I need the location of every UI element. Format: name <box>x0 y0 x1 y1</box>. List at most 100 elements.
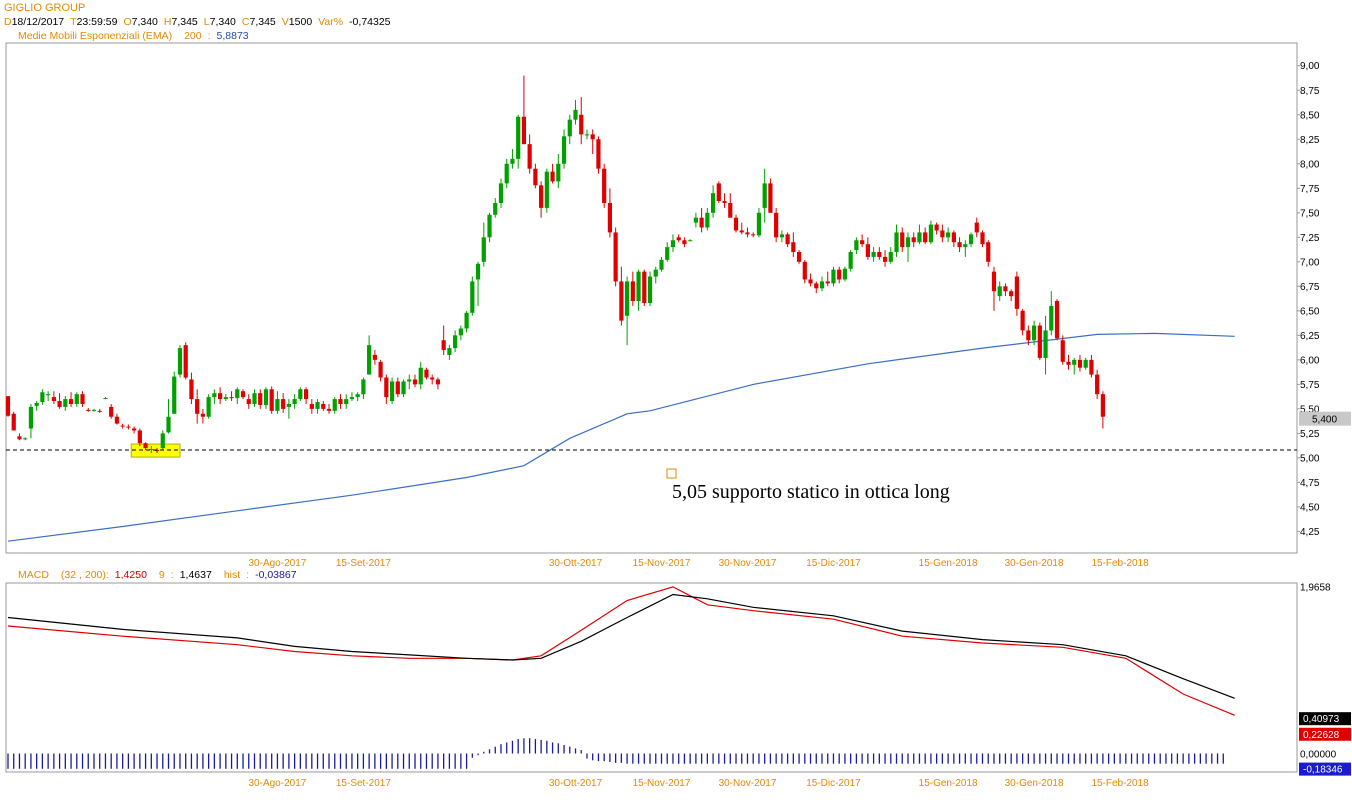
signal-line <box>7 593 1235 699</box>
candle-body <box>516 116 521 159</box>
chart-title: GIGLIO GROUP <box>4 2 85 15</box>
ohlc-readout: D18/12/2017 T23:59:59 O7,340 H7,345 L7,340 C7… <box>4 16 391 29</box>
candle-body <box>940 230 945 238</box>
price-ytick-label: 6,50 <box>1300 306 1320 317</box>
candle-body <box>653 269 658 277</box>
price-ytick-label: 6,75 <box>1300 282 1320 293</box>
candle-body <box>384 377 389 398</box>
ema-period: 200 <box>184 30 202 42</box>
candle-body <box>619 281 624 321</box>
price-xtick-label: 30-Gen-2018 <box>1005 558 1064 569</box>
price-ytick-label: 5,75 <box>1300 380 1320 391</box>
candle-body <box>389 381 395 402</box>
candle-body <box>195 399 200 414</box>
time-label: T <box>70 16 77 28</box>
candle-body <box>642 271 647 303</box>
candle-body <box>854 240 859 251</box>
date-value: 18/12/2017 <box>11 16 65 28</box>
candle-body <box>802 261 807 280</box>
ema-value: 5,8873 <box>216 30 249 42</box>
price-ytick-label: 5,50 <box>1300 404 1320 415</box>
hist-label: hist <box>223 569 241 581</box>
candle-body <box>481 237 486 262</box>
price-ytick-label: 4,75 <box>1300 478 1320 489</box>
macd-xtick-label: 30-Gen-2018 <box>1005 778 1064 789</box>
candle-body <box>710 193 716 213</box>
macd-xtick-label: 30-Ott-2017 <box>549 778 603 789</box>
candle-body <box>1014 276 1020 309</box>
candle-body <box>326 408 332 411</box>
macd-xtick-label: 15-Feb-2018 <box>1091 778 1149 789</box>
candle-body <box>132 428 137 431</box>
candle-body <box>74 394 79 404</box>
candle-body <box>1020 310 1025 331</box>
hist-sep: : <box>246 569 250 581</box>
candle-body <box>217 393 223 400</box>
open-value: 7,340 <box>131 16 158 28</box>
macd-ytick-label: 1,9658 <box>1300 582 1331 593</box>
candle-body <box>1083 359 1088 368</box>
macd-value-label: 0,22628 <box>1303 730 1340 741</box>
candle-body <box>860 240 865 245</box>
low-value: 7,340 <box>209 16 236 28</box>
candle-body <box>676 237 681 241</box>
hist-value: -0,03867 <box>255 569 297 581</box>
candle-body <box>240 391 246 398</box>
candle-body <box>372 354 377 360</box>
price-ytick-label: 8,75 <box>1300 86 1320 97</box>
candle-body <box>607 202 613 233</box>
candle-body <box>682 240 687 245</box>
macd-sep: : <box>105 569 109 581</box>
candle-body <box>1077 359 1083 368</box>
candle-body <box>46 394 51 396</box>
price-xtick-label: 30-Ago-2017 <box>249 558 307 569</box>
candle-body <box>17 436 22 440</box>
candle-body <box>584 134 590 136</box>
candle-body <box>745 232 750 235</box>
candle-body <box>183 345 188 378</box>
price-ytick-label: 4,25 <box>1300 527 1320 538</box>
time-value: 23:59:59 <box>76 16 118 28</box>
candle-body <box>814 283 819 289</box>
candle-body <box>424 369 429 378</box>
price-ytick-label: 5,00 <box>1300 453 1320 464</box>
candle-body <box>1009 291 1014 297</box>
candle-body <box>659 259 664 270</box>
candle-body <box>23 438 28 440</box>
candle-body <box>911 237 916 243</box>
candle-body <box>1100 394 1105 417</box>
candle-body <box>338 399 343 404</box>
candle-body <box>309 403 314 409</box>
candle-body <box>137 430 142 444</box>
candle-body <box>149 449 154 451</box>
volume-value: 1500 <box>288 16 313 28</box>
candle-body <box>590 134 595 140</box>
ema-readout: Medie Mobili Esponenziali (EMA) 200:5,887… <box>18 30 249 43</box>
candle-body <box>475 263 481 280</box>
candle-body <box>923 232 928 243</box>
candle-body <box>888 252 893 262</box>
candle-body <box>235 389 240 399</box>
candle-body <box>1043 330 1048 358</box>
candle-body <box>756 212 762 236</box>
candle-body <box>791 242 796 253</box>
candle-body <box>453 335 458 349</box>
candle-body <box>498 183 504 203</box>
candle-body <box>1003 286 1008 292</box>
price-ytick-label: 8,50 <box>1300 110 1320 121</box>
candle-body <box>785 234 790 245</box>
candle-body <box>997 286 1002 297</box>
macd-label: MACD <box>18 569 49 581</box>
candle-body <box>263 389 269 405</box>
candle-body <box>303 389 309 400</box>
candle-body <box>1060 340 1065 362</box>
macd-xtick-label: 15-Dic-2017 <box>806 778 861 789</box>
candle-body <box>321 403 326 409</box>
volume-label: V <box>281 16 289 28</box>
candle-body <box>332 399 337 411</box>
candle-body <box>458 328 463 336</box>
candle-body <box>779 234 784 238</box>
candle-body <box>510 158 515 164</box>
candle-body <box>258 393 263 405</box>
